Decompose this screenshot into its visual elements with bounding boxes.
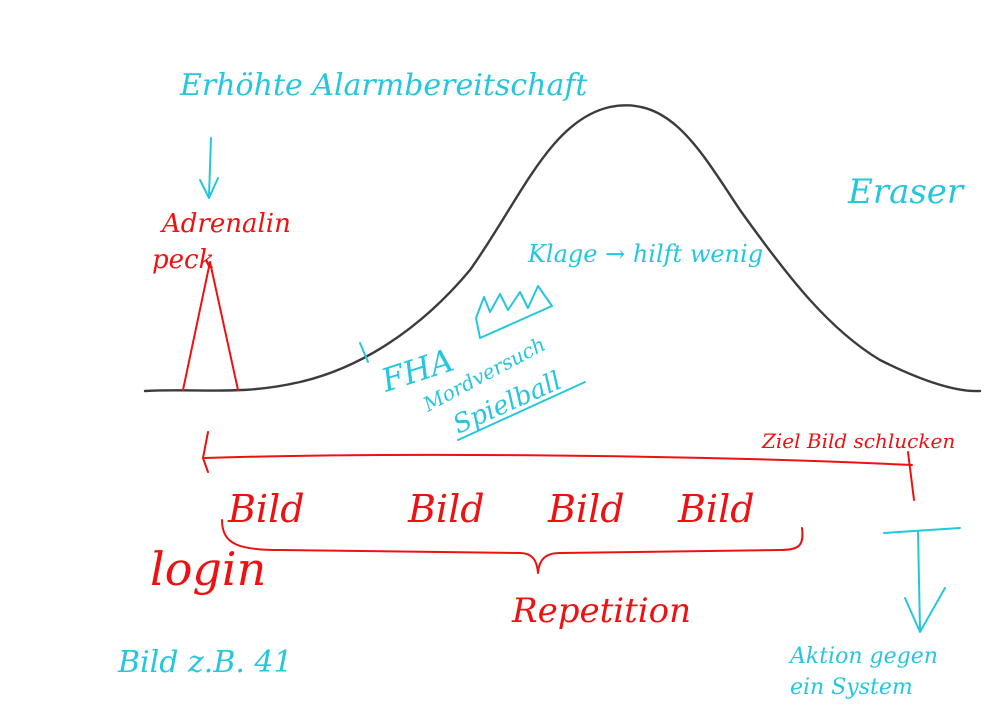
aktion-label: Aktion gegen — [788, 644, 938, 669]
alarm-label: Erhöhte Alarmbereitschaft — [179, 68, 588, 103]
bild-item-3: Bild — [547, 487, 625, 531]
klage-label: Klage → hilft wenig — [527, 240, 763, 268]
aktion-label-2: ein System — [790, 675, 913, 700]
spielball-underline — [457, 381, 586, 441]
adrenalin-label: Adrenalin — [160, 209, 291, 239]
adrenalin-spike — [182, 261, 239, 391]
fha-tick — [359, 342, 369, 363]
bild-item-2: Bild — [407, 487, 485, 531]
bild-item-1: Bild — [227, 487, 305, 531]
crown-icon — [475, 285, 553, 339]
eraser-label: Eraser — [847, 172, 965, 212]
aktion-arrow-icon — [883, 527, 961, 633]
bild-item-4: Bild — [677, 487, 755, 531]
repetition-label: Repetition — [511, 591, 691, 631]
activation-curve — [143, 104, 982, 393]
bild-example-label: Bild z.B. 41 — [117, 645, 293, 680]
adrenalin-label-2: peck — [152, 245, 214, 275]
repetition-brace — [221, 519, 804, 574]
login-label: login — [150, 542, 266, 596]
timeline-end-tick — [907, 451, 915, 501]
ziel-label: Ziel Bild schlucken — [761, 429, 955, 453]
alarm-arrow-icon — [199, 137, 219, 199]
timeline-arrow — [202, 431, 913, 473]
